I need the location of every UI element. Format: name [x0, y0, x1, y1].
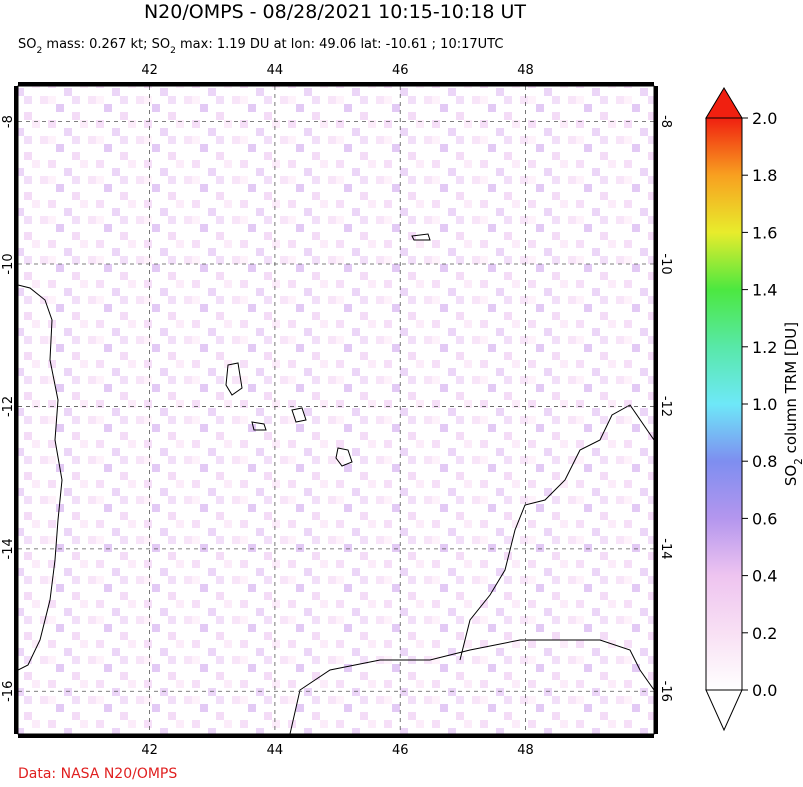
so2-pixels: [18, 86, 654, 734]
frame-bar: [14, 86, 18, 734]
colorbar-tick-label: 0.2: [752, 624, 777, 643]
colorbar-label: SO2 column TRM [DU]: [782, 322, 803, 486]
colorbar-extend-min: [705, 689, 743, 732]
y-tick-label: -8: [658, 115, 673, 128]
colorbar-tick-label: 0.8: [752, 452, 777, 471]
frame-bar: [18, 734, 654, 738]
y-tick-label: -10: [658, 253, 673, 274]
x-tick-label: 48: [517, 63, 534, 78]
colorbar-tick-label: 2.0: [752, 109, 777, 128]
y-tick-label: -8: [1, 115, 16, 128]
colorbar: [705, 117, 743, 691]
colorbar-tick-label: 0.0: [752, 681, 777, 700]
island: [251, 421, 267, 431]
y-tick-label: -12: [1, 396, 16, 417]
y-tick-label: -10: [1, 253, 16, 274]
title: N20/OMPS - 08/28/2021 10:15-10:18 UT: [144, 1, 526, 23]
text-part: max: 1.19 DU at lon: 49.06 lat: -10.61 ;…: [176, 37, 504, 52]
x-tick-label: 44: [267, 743, 284, 758]
colorbar-tick-label: 0.6: [752, 509, 777, 528]
x-tick-label: 46: [392, 63, 409, 78]
y-tick-label: -14: [658, 538, 673, 559]
island: [291, 407, 307, 423]
colorbar-tick-label: 1.0: [752, 395, 777, 414]
text-part: mass: 0.267 kt; SO: [42, 37, 170, 52]
coastline: [459, 404, 654, 661]
subscript: 2: [36, 46, 42, 56]
subscript: 2: [170, 46, 176, 56]
island: [225, 362, 243, 396]
colorbar-tick-label: 1.2: [752, 338, 777, 357]
colorbar-extend-max: [705, 87, 743, 119]
colorbar-tick-label: 1.6: [752, 223, 777, 242]
x-tick-label: 42: [141, 743, 158, 758]
frame-bar: [654, 86, 658, 734]
text-part: SO: [18, 37, 36, 52]
plot-area: [18, 86, 654, 734]
island: [411, 233, 431, 241]
coastline: [18, 284, 63, 671]
subscript: 2: [793, 458, 803, 465]
island: [335, 447, 353, 467]
frame-bar: [18, 82, 654, 86]
text-part: column TRM [DU]: [782, 322, 800, 458]
colorbar-tick-label: 1.4: [752, 281, 777, 300]
x-tick-label: 44: [267, 63, 284, 78]
y-tick-label: -14: [1, 538, 16, 559]
colorbar-tick-label: 0.4: [752, 567, 777, 586]
y-tick-label: -12: [658, 396, 673, 417]
colorbar-tick-label: 1.8: [752, 166, 777, 185]
y-tick-label: -16: [658, 681, 673, 702]
x-tick-label: 42: [141, 63, 158, 78]
subtitle: SO2 mass: 0.267 kt; SO2 max: 1.19 DU at …: [18, 37, 503, 56]
text-part: SO: [782, 465, 800, 486]
y-tick-label: -16: [1, 681, 16, 702]
coastline: [289, 639, 654, 734]
x-tick-label: 46: [392, 743, 409, 758]
x-tick-label: 48: [517, 743, 534, 758]
credit: Data: NASA N20/OMPS: [18, 766, 177, 782]
